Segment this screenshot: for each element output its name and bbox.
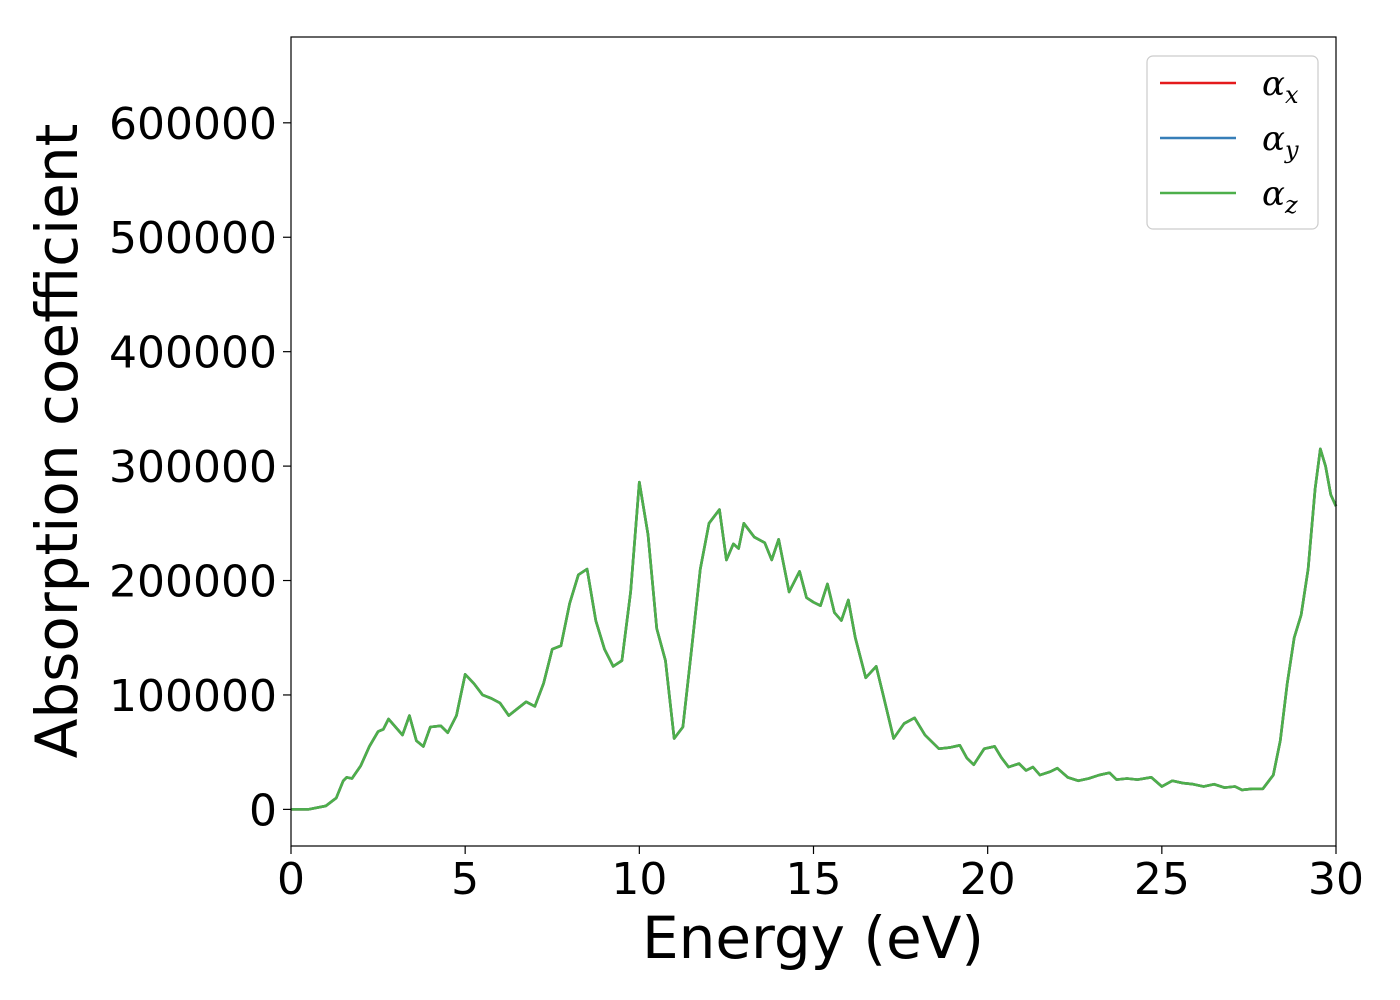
series-line-alpha-z [291,447,1338,811]
x-axis-title: Energy (eV) [642,904,984,972]
x-tick-label: 25 [1134,854,1190,905]
y-tick-label: 600000 [109,99,277,150]
y-axis-title: Absorption coefficient [23,124,91,759]
y-tick-label: 0 [249,785,277,836]
y-tick-label: 500000 [109,213,277,264]
y-tick-label: 200000 [109,557,277,608]
y-axis: 0 100000 200000 300000 400000 500000 600000 [109,99,291,836]
x-tick-label: 10 [611,854,667,905]
x-tick-label: 0 [277,854,305,905]
x-tick-label: 5 [451,854,479,905]
y-tick-label: 300000 [109,442,277,493]
y-tick-label: 100000 [109,671,277,722]
x-tick-label: 20 [960,854,1016,905]
plot-area [291,447,1338,811]
legend-box [1146,55,1319,230]
x-tick-label: 30 [1308,854,1364,905]
x-axis: 0 5 10 15 20 25 30 [277,846,1364,905]
x-tick-label: 15 [786,854,842,905]
y-tick-label: 400000 [109,328,277,379]
